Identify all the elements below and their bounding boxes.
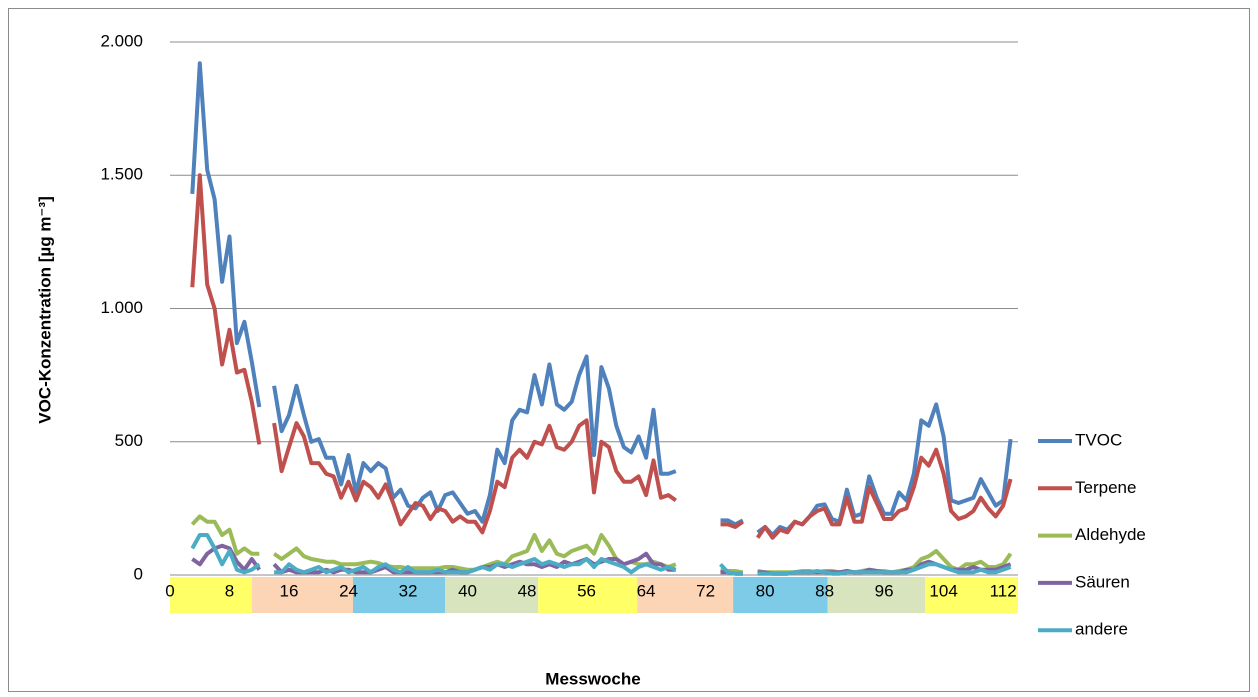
data-line — [190, 61, 1013, 537]
season-band — [733, 577, 828, 613]
season-band — [637, 577, 734, 613]
legend-label: andere — [1075, 620, 1128, 639]
season-band — [170, 577, 252, 613]
x-tick-label: 24 — [339, 581, 358, 600]
y-tick-label: 1.500 — [100, 165, 143, 184]
x-tick-label: 16 — [280, 581, 299, 600]
x-axis-title: Messwoche — [545, 669, 640, 688]
season-band — [352, 577, 446, 613]
season-band — [251, 577, 353, 613]
legend-label: Säuren — [1075, 572, 1130, 591]
y-tick-label: 0 — [134, 564, 143, 583]
x-tick-label: 8 — [225, 581, 234, 600]
legend-label: Terpene — [1075, 478, 1136, 497]
x-tick-label: 80 — [756, 581, 775, 600]
x-tick-label: 40 — [458, 581, 477, 600]
x-tick-label: 56 — [577, 581, 596, 600]
season-band — [538, 577, 638, 613]
x-tick-label: 32 — [399, 581, 418, 600]
legend-label: TVOC — [1075, 430, 1122, 449]
y-tick-label: 2.000 — [100, 31, 143, 50]
legend-label: Aldehyde — [1075, 525, 1146, 544]
x-tick-label: 0 — [165, 581, 174, 600]
y-tick-label: 1.000 — [100, 298, 143, 317]
x-tick-label: 104 — [929, 581, 957, 600]
season-band — [925, 577, 1018, 613]
x-tick-label: 88 — [815, 581, 834, 600]
x-tick-label: 96 — [875, 581, 894, 600]
data-line — [190, 533, 1012, 576]
x-tick-label: 72 — [696, 581, 715, 600]
y-tick-label: 500 — [115, 431, 143, 450]
x-tick-label: 48 — [518, 581, 537, 600]
data-line — [190, 173, 1013, 540]
y-axis-title: VOC-Konzentration [µg m⁻³] — [35, 196, 54, 423]
season-band — [445, 577, 539, 613]
season-band — [827, 577, 926, 613]
x-tick-label: 64 — [637, 581, 656, 600]
x-tick-label: 112 — [990, 581, 1017, 600]
